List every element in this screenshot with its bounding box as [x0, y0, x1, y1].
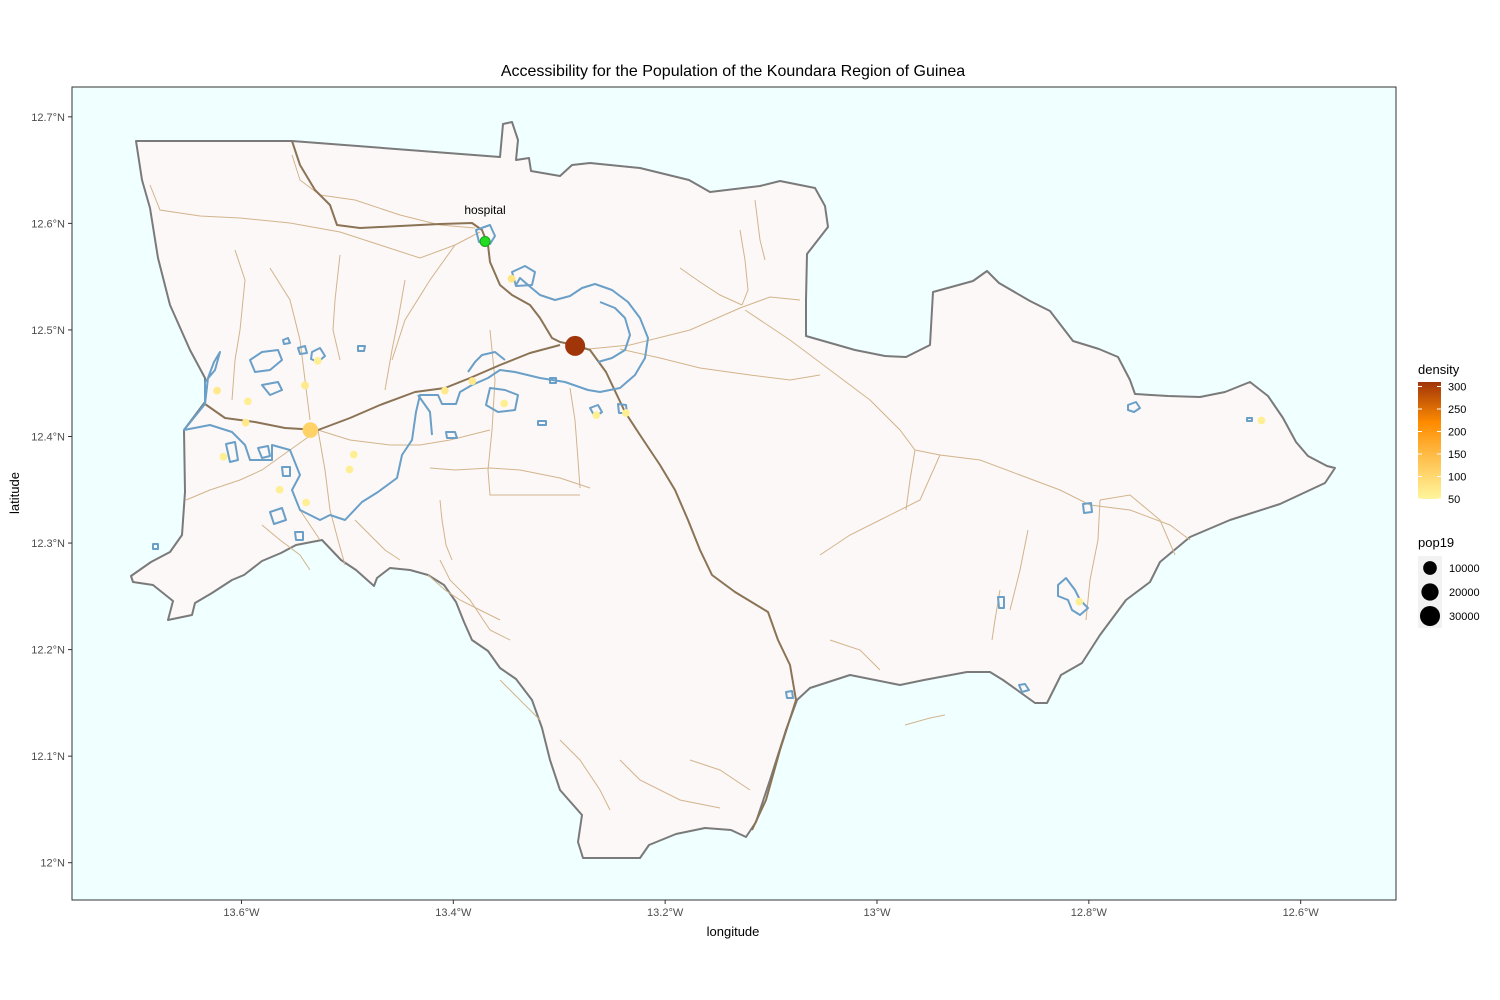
- settlement-point[interactable]: [507, 274, 516, 283]
- y-tick-label: 12.1°N: [31, 751, 65, 763]
- settlement-point[interactable]: [565, 335, 586, 356]
- y-axis-title: latitude: [7, 472, 22, 514]
- minor-roads: [149, 154, 1191, 811]
- settlement-point[interactable]: [349, 450, 358, 459]
- x-axis: 13.6°W 13.4°W 13.2°W 13°W 12.8°W 12.6°W: [223, 900, 1319, 919]
- y-tick-label: 12.7°N: [31, 112, 65, 124]
- density-tick-label: 50: [1448, 494, 1460, 506]
- settlement-point[interactable]: [213, 386, 221, 395]
- settlement-point[interactable]: [219, 452, 228, 461]
- settlement-point[interactable]: [1075, 597, 1084, 606]
- density-tick-label: 200: [1448, 427, 1466, 439]
- density-tick-label: 250: [1448, 404, 1466, 416]
- y-axis: 12°N 12.1°N 12.2°N 12.3°N 12.4°N 12.5°N 12.6°N…: [31, 112, 72, 870]
- hospital-label: hospital: [464, 203, 505, 217]
- y-tick-label: 12.4°N: [31, 431, 65, 443]
- settlement-point[interactable]: [302, 422, 319, 438]
- density-tick-label: 100: [1448, 472, 1466, 484]
- legend-pop19: pop19 10000 20000 30000: [1418, 535, 1480, 628]
- settlement-point[interactable]: [468, 377, 477, 385]
- settlement-point[interactable]: [241, 418, 250, 427]
- settlement-point[interactable]: [622, 409, 630, 417]
- x-axis-title: longitude: [707, 924, 760, 939]
- y-tick-label: 12.5°N: [31, 325, 65, 337]
- plot-title: Accessibility for the Population of the …: [501, 63, 965, 80]
- settlement-points: [213, 274, 1266, 606]
- y-tick-label: 12.3°N: [31, 538, 65, 550]
- region-boundary: [130, 121, 1336, 859]
- x-tick-label: 13.6°W: [223, 907, 260, 919]
- settlement-point[interactable]: [592, 411, 601, 420]
- hospital-marker[interactable]: [479, 236, 491, 248]
- settlement-point[interactable]: [440, 386, 449, 395]
- y-tick-label: 12.6°N: [31, 218, 65, 230]
- isochrone-contours: [152, 224, 1253, 699]
- pop19-key-point: [1423, 561, 1437, 575]
- legend-density: density 300 250 200 150 100 50: [1418, 362, 1466, 506]
- density-colorbar: [1418, 382, 1441, 499]
- x-tick-label: 12.8°W: [1071, 907, 1108, 919]
- x-tick-label: 13.2°W: [647, 907, 684, 919]
- x-tick-label: 13.4°W: [435, 907, 472, 919]
- settlement-point[interactable]: [243, 397, 252, 406]
- density-tick-label: 300: [1448, 382, 1466, 394]
- settlement-point[interactable]: [301, 381, 309, 390]
- settlement-point[interactable]: [302, 498, 310, 507]
- settlement-point[interactable]: [275, 485, 284, 494]
- settlement-point[interactable]: [313, 356, 322, 365]
- pop19-key-label: 30000: [1449, 611, 1480, 623]
- pop19-key-point: [1420, 606, 1440, 626]
- x-tick-label: 13°W: [863, 907, 891, 919]
- settlement-point[interactable]: [500, 399, 509, 408]
- pop19-keys: 10000 20000 30000: [1418, 556, 1480, 628]
- legend-density-title: density: [1418, 362, 1460, 377]
- y-tick-label: 12.2°N: [31, 645, 65, 657]
- density-ticks: 300 250 200 150 100 50: [1418, 382, 1466, 506]
- hospital-point[interactable]: [479, 236, 491, 248]
- settlement-point[interactable]: [345, 465, 354, 474]
- pop19-key-label: 20000: [1449, 587, 1480, 599]
- settlement-point[interactable]: [1257, 416, 1266, 425]
- y-tick-label: 12°N: [40, 858, 65, 870]
- density-tick-label: 150: [1448, 449, 1466, 461]
- x-tick-label: 12.6°W: [1283, 907, 1320, 919]
- legend-pop19-title: pop19: [1418, 535, 1454, 550]
- pop19-key-point: [1421, 583, 1439, 601]
- pop19-key-label: 10000: [1449, 563, 1480, 575]
